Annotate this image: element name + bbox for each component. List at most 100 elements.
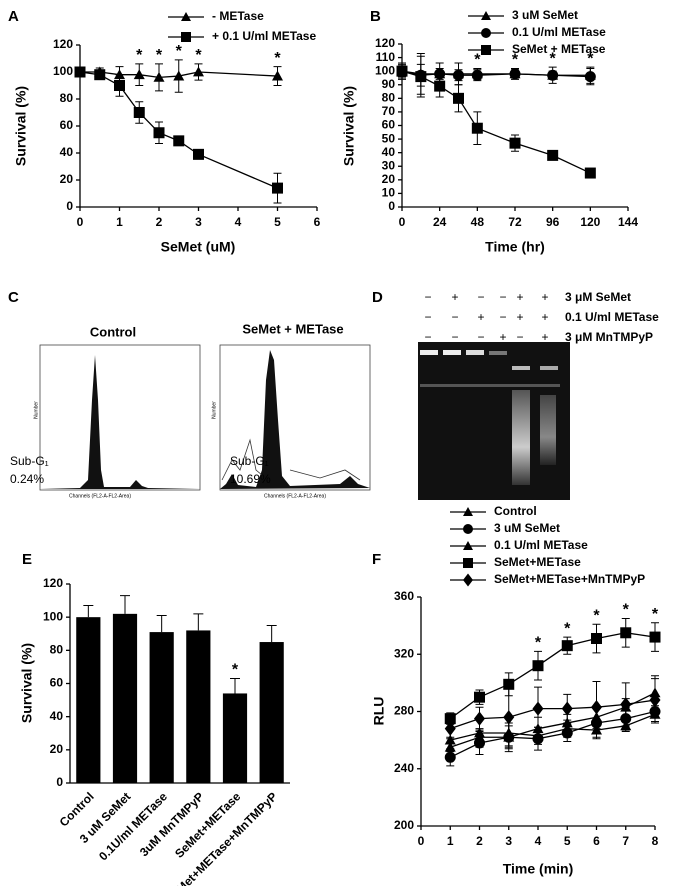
data-point: [584, 167, 596, 179]
data-point: [193, 66, 204, 77]
data-point: [503, 678, 515, 690]
data-point: [649, 631, 661, 643]
x-tick-label: 2: [156, 215, 163, 229]
bar: [186, 630, 211, 783]
y-tick-label: 360: [394, 589, 414, 603]
data-point: [547, 69, 559, 81]
y-tick-label: 120: [43, 576, 63, 590]
data-point: [444, 713, 456, 725]
condition-sign: −: [424, 290, 431, 304]
panel-c: C Control SeMet + METase Sub-G₁ 0.24% Su…: [8, 289, 371, 499]
legend-label: - METase: [212, 9, 264, 23]
legend-marker: [463, 573, 473, 587]
condition-sign: +: [541, 330, 548, 344]
legend-label: 0.1 U/ml METase: [512, 25, 606, 39]
y-tick-label: 200: [394, 818, 414, 832]
data-point: [532, 660, 544, 672]
data-point: [153, 127, 165, 139]
plot-title: Control: [90, 324, 136, 339]
data-point: [114, 80, 125, 91]
significance-mark: *: [652, 606, 659, 623]
data-point: [620, 697, 632, 712]
significance-mark: *: [623, 602, 630, 619]
y-tick-label: 10: [382, 186, 396, 200]
condition-sign: +: [541, 290, 548, 304]
condition-sign: +: [451, 290, 458, 304]
sub-g1-percent: 0.24%: [10, 472, 44, 486]
x-tick-label: 96: [546, 215, 560, 229]
significance-mark: *: [232, 662, 239, 679]
legend-marker: [463, 507, 473, 516]
x-tick-label: 24: [433, 215, 447, 229]
condition-sign: +: [516, 290, 523, 304]
gel-band: [420, 384, 560, 387]
data-point: [584, 71, 596, 83]
y-tick-label: 40: [382, 145, 396, 159]
x-tick-label: 5: [274, 215, 281, 229]
data-point: [509, 137, 521, 149]
panel-letter: C: [8, 289, 19, 306]
data-point: [561, 640, 573, 652]
data-point: [561, 701, 573, 716]
bar: [149, 632, 174, 783]
error-bar: [120, 595, 130, 614]
panel-d: D − + − − + +3 μM SeMet− − + − + +0.1 U/ml METase−…: [372, 289, 659, 500]
sub-g1-label: Sub-G₁: [230, 454, 269, 468]
significance-mark: *: [195, 47, 202, 64]
x-tick-label: 1: [116, 215, 123, 229]
y-tick-label: 110: [376, 50, 396, 64]
y-tick-label: 0: [66, 199, 73, 213]
data-point: [620, 627, 632, 639]
error-bar: [193, 613, 204, 631]
data-point: [173, 135, 185, 147]
x-axis-label: Channels (FL2-A-FL2-Area): [69, 493, 131, 499]
data-point: [193, 148, 204, 160]
data-point: [444, 721, 456, 736]
error-bar: [83, 605, 94, 618]
y-tick-label: 0: [56, 775, 63, 789]
data-point: [591, 700, 602, 715]
significance-mark: *: [593, 607, 600, 624]
y-tick-label: 80: [382, 91, 396, 105]
legend-marker: [481, 28, 491, 38]
data-point: [173, 70, 185, 81]
x-tick-label: 7: [622, 834, 629, 848]
condition-sign: −: [424, 330, 431, 344]
significance-mark: *: [550, 50, 557, 67]
data-point: [396, 65, 408, 77]
condition-sign: −: [499, 290, 506, 304]
gel-band: [540, 366, 558, 370]
data-point: [561, 723, 573, 734]
histogram-frame: [219, 344, 371, 491]
data-point: [415, 71, 427, 83]
x-tick-label: 4: [535, 834, 542, 848]
significance-mark: *: [176, 43, 183, 60]
data-point: [453, 69, 464, 81]
x-axis-title: Time (min): [503, 861, 574, 877]
y-tick-label: 20: [50, 742, 64, 756]
x-tick-label: 6: [314, 215, 321, 229]
y-tick-label: 100: [375, 63, 395, 77]
data-point: [153, 71, 165, 82]
x-tick-label: 120: [580, 215, 600, 229]
data-point: [444, 734, 456, 745]
data-point: [434, 80, 446, 92]
legend-marker: [463, 541, 473, 550]
x-axis-title: Time (hr): [485, 239, 545, 255]
legend-label: + 0.1 U/ml METase: [212, 29, 316, 43]
series-line: [450, 713, 656, 741]
gel-band: [512, 366, 530, 370]
condition-sign: +: [477, 310, 484, 324]
significance-mark: *: [474, 52, 481, 69]
x-tick-label: 0: [77, 215, 84, 229]
condition-label: 3 μM SeMet: [565, 290, 631, 304]
y-tick-label: 50: [382, 131, 396, 145]
panel-letter: A: [8, 8, 19, 25]
condition-label: 0.1 U/ml METase: [565, 310, 659, 324]
y-tick-label: 280: [394, 704, 414, 718]
y-tick-label: 80: [60, 91, 74, 105]
y-tick-label: 240: [394, 761, 414, 775]
x-tick-label: 2: [476, 834, 483, 848]
x-tick-label: 3uM MnTMPyP: [137, 789, 207, 859]
